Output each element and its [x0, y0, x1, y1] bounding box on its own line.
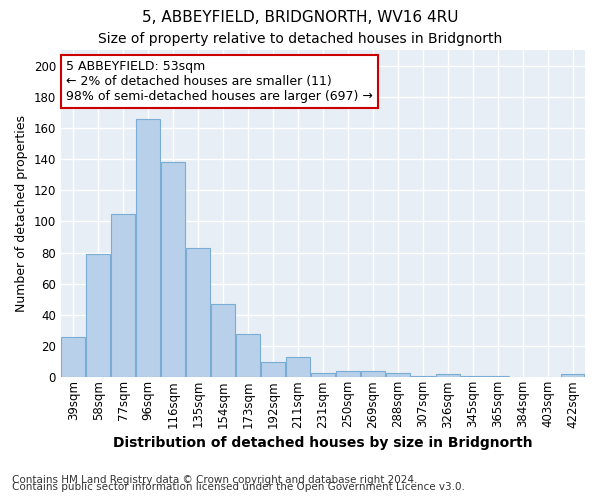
Bar — [336, 371, 360, 378]
Bar — [86, 254, 110, 378]
Bar — [436, 374, 460, 378]
Bar — [261, 362, 285, 378]
Text: Contains HM Land Registry data © Crown copyright and database right 2024.: Contains HM Land Registry data © Crown c… — [12, 475, 418, 485]
Text: Size of property relative to detached houses in Bridgnorth: Size of property relative to detached ho… — [98, 32, 502, 46]
Bar — [211, 304, 235, 378]
Bar — [236, 334, 260, 378]
Y-axis label: Number of detached properties: Number of detached properties — [15, 115, 28, 312]
Bar — [61, 336, 85, 378]
Text: Contains public sector information licensed under the Open Government Licence v3: Contains public sector information licen… — [12, 482, 465, 492]
Bar — [136, 118, 160, 378]
Bar — [386, 372, 410, 378]
Bar — [186, 248, 210, 378]
Bar — [486, 376, 509, 378]
X-axis label: Distribution of detached houses by size in Bridgnorth: Distribution of detached houses by size … — [113, 436, 533, 450]
Bar — [311, 372, 335, 378]
Bar — [411, 376, 434, 378]
Bar — [161, 162, 185, 378]
Bar — [361, 371, 385, 378]
Bar — [461, 376, 485, 378]
Text: 5 ABBEYFIELD: 53sqm
← 2% of detached houses are smaller (11)
98% of semi-detache: 5 ABBEYFIELD: 53sqm ← 2% of detached hou… — [66, 60, 373, 103]
Bar — [286, 357, 310, 378]
Bar — [560, 374, 584, 378]
Text: 5, ABBEYFIELD, BRIDGNORTH, WV16 4RU: 5, ABBEYFIELD, BRIDGNORTH, WV16 4RU — [142, 10, 458, 25]
Bar — [112, 214, 135, 378]
